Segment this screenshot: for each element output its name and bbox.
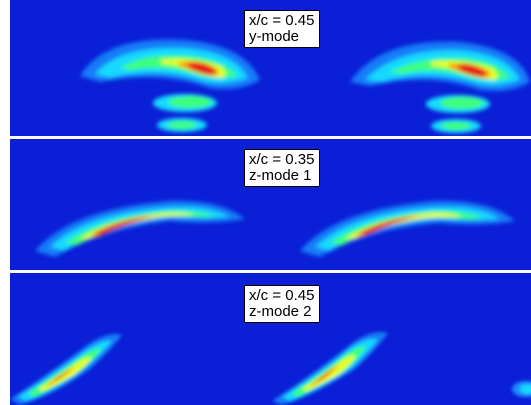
streak-structure-right xyxy=(300,200,515,257)
panel-position-label: x/c = 0.45 xyxy=(249,12,315,29)
panel-z-mode-2: x/c = 0.45 z-mode 2 xyxy=(10,273,531,405)
panel-position-label: x/c = 0.45 xyxy=(249,287,315,304)
contour-plot-z-mode-2 xyxy=(10,332,531,405)
panel-label-z-mode-2: x/c = 0.45 z-mode 2 xyxy=(244,285,321,323)
panel-mode-label: z-mode 2 xyxy=(249,303,312,320)
tilted-structure-right-edge xyxy=(512,381,531,397)
panel-y-mode: x/c = 0.45 y-mode xyxy=(10,0,531,136)
panel-label-z-mode-1: x/c = 0.35 z-mode 1 xyxy=(244,149,321,187)
vortex-structure-right xyxy=(350,41,530,133)
contour-plot-y-mode xyxy=(80,39,530,133)
panel-position-label: x/c = 0.35 xyxy=(249,151,315,168)
panel-mode-label: z-mode 1 xyxy=(249,167,312,184)
vortex-structure-left xyxy=(80,39,260,132)
contour-plot-z-mode-1 xyxy=(35,200,515,257)
tilted-structure-middle xyxy=(272,332,388,405)
streak-structure-left xyxy=(35,200,245,257)
panel-label-y-mode: x/c = 0.45 y-mode xyxy=(244,10,321,48)
panel-mode-label: y-mode xyxy=(249,28,300,45)
tilted-structure-left xyxy=(10,334,122,405)
panel-z-mode-1: x/c = 0.35 z-mode 1 xyxy=(10,139,531,270)
